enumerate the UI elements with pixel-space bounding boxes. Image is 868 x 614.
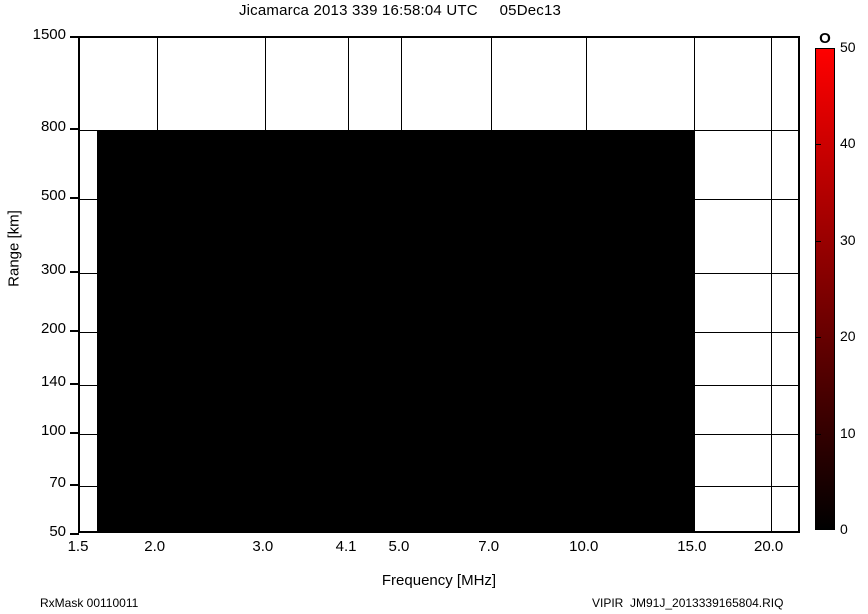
chart-title: Jicamarca 2013 339 16:58:04 UTC 05Dec13: [238, 2, 562, 19]
y-gridline: [80, 130, 798, 131]
y-tick-label: 800: [40, 117, 66, 135]
y-gridline: [80, 332, 798, 333]
y-gridline: [80, 273, 798, 274]
colorbar-tick-mark: [815, 337, 821, 338]
x-gridline: [265, 38, 266, 531]
x-tick-label: 3.0: [252, 538, 274, 555]
colorbar-tick-label: 10: [840, 424, 856, 441]
y-tick-mark: [70, 533, 79, 535]
y-tick-mark: [70, 431, 79, 434]
colorbar-tick-mark: [815, 434, 821, 435]
source-file-label: VIPIR JM91J_2013339165804.RIQ: [592, 596, 784, 610]
colorbar-title: O: [819, 30, 831, 47]
colorbar: [815, 48, 835, 530]
colorbar-tick-label: 0: [840, 521, 848, 537]
colorbar-tick-label: 40: [840, 135, 856, 152]
x-tick-label: 2.0: [144, 538, 166, 555]
y-tick-mark: [70, 36, 79, 38]
y-tick-mark: [70, 127, 79, 130]
y-tick-label: 1500: [32, 26, 66, 43]
y-tick-label: 70: [49, 473, 66, 491]
y-axis-label: Range [km]: [5, 210, 23, 287]
y-gridline: [80, 486, 798, 487]
colorbar-gradient: [815, 48, 835, 530]
y-tick-label: 300: [40, 261, 66, 279]
plot-area: [78, 36, 800, 533]
x-tick-label: 15.0: [677, 538, 707, 555]
x-gridline: [348, 38, 349, 531]
x-gridline: [694, 38, 695, 531]
colorbar-tick-label: 50: [840, 39, 856, 55]
rxmask-label: RxMask 00110011: [40, 596, 139, 610]
y-tick-mark: [70, 271, 79, 274]
y-gridline: [80, 385, 798, 386]
colorbar-tick-mark: [815, 144, 821, 145]
colorbar-tick-label: 20: [840, 328, 856, 345]
x-gridline: [491, 38, 492, 531]
y-tick-mark: [70, 330, 79, 333]
y-tick-mark: [70, 382, 79, 385]
x-tick-label: 20.0: [753, 538, 784, 555]
y-tick-mark: [70, 483, 79, 486]
y-tick-label: 100: [40, 421, 66, 439]
y-tick-mark: [70, 196, 79, 199]
x-tick-label: 7.0: [478, 538, 500, 555]
colorbar-tick-mark: [815, 241, 821, 242]
y-tick-label: 50: [49, 523, 66, 540]
y-gridline: [80, 434, 798, 435]
x-gridline: [401, 38, 402, 531]
x-tick-label: 4.1: [335, 538, 357, 555]
y-tick-label: 200: [40, 320, 66, 338]
x-gridline: [771, 38, 772, 531]
y-tick-label: 140: [40, 372, 66, 390]
x-tick-label: 1.5: [67, 538, 89, 555]
x-axis-label: Frequency [MHz]: [381, 572, 497, 589]
plot-inner: [80, 38, 798, 531]
y-gridline: [80, 199, 798, 200]
y-tick-label: 500: [40, 186, 66, 204]
x-gridline: [586, 38, 587, 531]
x-tick-label: 10.0: [569, 538, 599, 555]
x-tick-label: 5.0: [388, 538, 410, 555]
x-gridline: [157, 38, 158, 531]
colorbar-tick-label: 30: [840, 231, 856, 248]
heatmap-data-region: [97, 129, 694, 531]
